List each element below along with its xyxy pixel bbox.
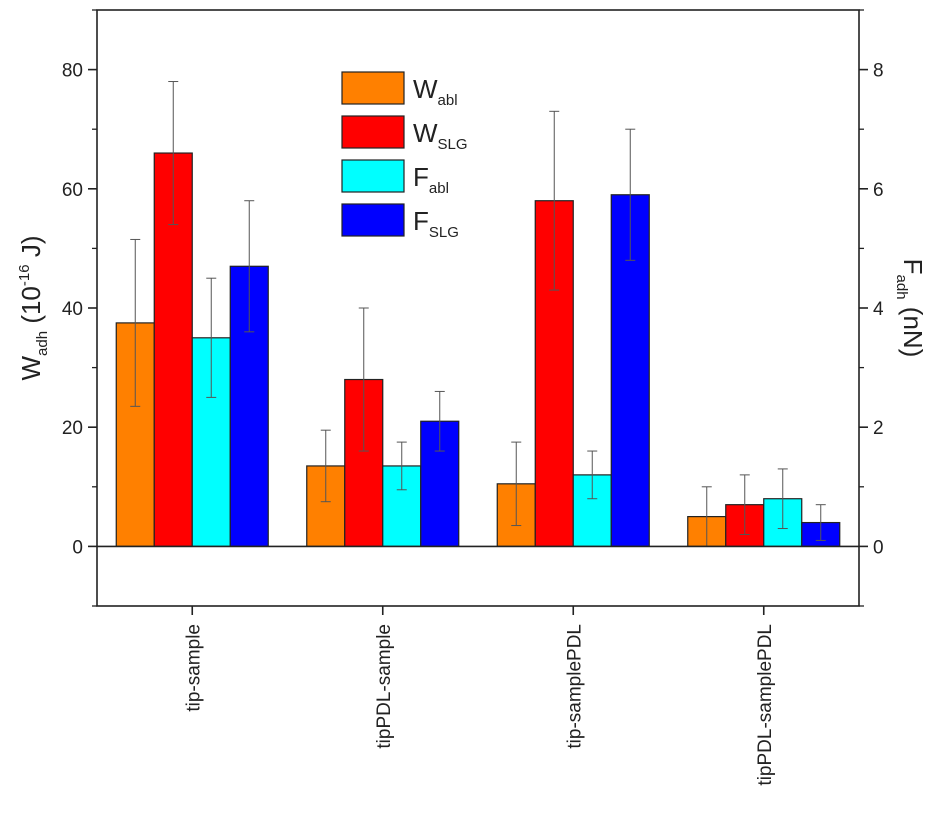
legend-swatch	[341, 71, 405, 105]
y2-tick-label: 6	[873, 180, 884, 201]
category-label: tip-samplePDL	[564, 624, 585, 749]
y2-tick-label: 0	[873, 537, 884, 558]
category-label: tipPDL-sample	[374, 624, 395, 749]
y-axis-title: Wadh (10-16 J)	[16, 236, 51, 381]
category-label: tipPDL-samplePDL	[755, 624, 776, 786]
y-tick-label: 40	[62, 299, 83, 320]
legend-label: WSLG	[413, 118, 468, 153]
bars-layer	[115, 152, 841, 548]
y-tick-label: 80	[62, 61, 83, 82]
axis-ticks: 0 20 40 60 80 0 2 4 6 8	[62, 9, 884, 615]
legend-label: Wabl	[413, 74, 458, 109]
category-label: tip-sample	[183, 624, 204, 712]
legend: Wabl WSLG Fabl FSLG	[341, 71, 468, 241]
y-tick-label: 0	[72, 537, 83, 558]
y2-axis-title: Fadh (nN)	[893, 259, 928, 358]
legend-swatch	[341, 115, 405, 149]
y2-tick-label: 4	[873, 299, 884, 320]
y-tick-label: 20	[62, 418, 83, 439]
legend-swatch	[341, 159, 405, 193]
legend-label: FSLG	[413, 206, 459, 241]
y-tick-label: 60	[62, 180, 83, 201]
category-labels: tip-sample tipPDL-sample tip-samplePDL tipP…	[183, 624, 776, 786]
legend-label: Fabl	[413, 162, 449, 197]
legend-swatch	[341, 203, 405, 237]
error-bars-layer	[130, 81, 826, 547]
y2-tick-label: 8	[873, 61, 884, 82]
bar	[229, 265, 269, 547]
y2-tick-label: 2	[873, 418, 884, 439]
